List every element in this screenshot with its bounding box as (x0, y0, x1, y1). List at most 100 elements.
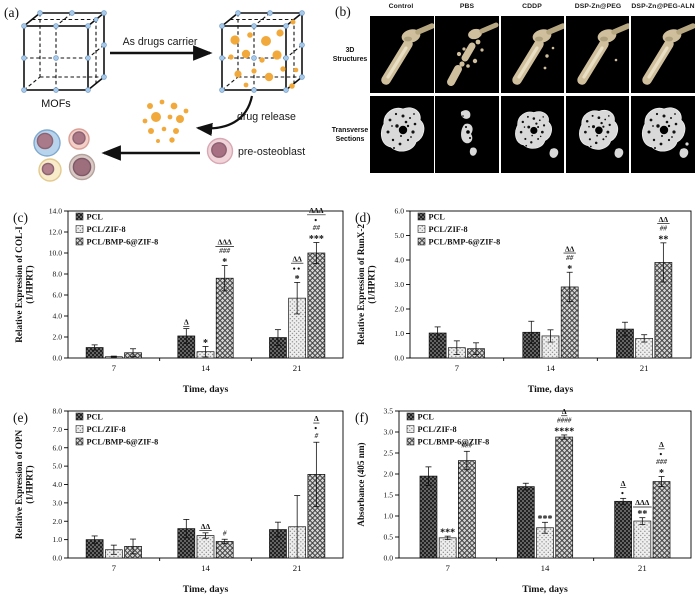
bar-PCL/BMP-6@ZIF-8-day21 (652, 481, 671, 559)
svg-text:●: ● (659, 452, 664, 458)
svg-text:3.0: 3.0 (395, 280, 405, 289)
svg-text:7: 7 (112, 563, 117, 573)
legend-label-PCL/BMP-6@ZIF-8: PCL/BMP-6@ZIF-8 (429, 238, 501, 247)
svg-text:ΔΔΔ: ΔΔΔ (309, 206, 323, 215)
svg-text:Absorbance (405 nm): Absorbance (405 nm) (356, 442, 366, 526)
svg-text:4.0: 4.0 (53, 312, 63, 321)
svg-text:12.0: 12.0 (49, 228, 62, 237)
svg-text:*: * (203, 338, 208, 349)
legend-marker-PCL/ZIF-8 (406, 425, 415, 433)
chart-opn-expression: (e) 0.0 1.0 2.0 3.0 4.0 5.0 6.0 7.0 8.0 ΔΔ # Δ ● #7 14 2… (10, 398, 352, 598)
svg-text:8.0: 8.0 (53, 407, 63, 416)
svg-text:21: 21 (293, 363, 302, 373)
svg-text:Time, days: Time, days (522, 584, 568, 595)
svg-text:##: ## (659, 224, 668, 232)
chart-col1-expression: (c) 0.0 2.0 4.0 6.0 8.0 10.0 12.0 14.0 Δ * ΔΔ ●● * ΔΔΔ… (10, 198, 352, 401)
legend-marker-PCL (406, 412, 415, 421)
svg-text:14: 14 (541, 563, 550, 573)
svg-text:0.0: 0.0 (384, 554, 394, 563)
svg-text:2.0: 2.0 (53, 333, 63, 342)
svg-text:21: 21 (293, 563, 302, 573)
legend-marker-PCL/BMP-6@ZIF-8 (417, 237, 426, 246)
svg-text:Time, days: Time, days (528, 384, 574, 395)
bar-PCL/ZIF-8-day21 (633, 520, 652, 559)
svg-text:*: * (659, 468, 664, 479)
svg-text:(1/HPRT): (1/HPRT) (367, 265, 377, 303)
svg-text:(c): (c) (13, 210, 28, 225)
as-drugs-carrier-label: As drugs carrier (123, 36, 198, 48)
legend-label-PCL/BMP-6@ZIF-8: PCL/BMP-6@ZIF-8 (87, 438, 159, 447)
svg-text:14: 14 (201, 363, 210, 373)
legend-label-PCL/ZIF-8: PCL/ZIF-8 (418, 425, 457, 434)
tile-section-3 (565, 96, 630, 173)
legend-label-PCL: PCL (87, 413, 104, 422)
legend-label-PCL/BMP-6@ZIF-8: PCL/BMP-6@ZIF-8 (87, 238, 159, 247)
svg-text:(d): (d) (355, 210, 371, 225)
svg-text:2.0: 2.0 (53, 517, 63, 526)
svg-text:Time, days: Time, days (183, 384, 229, 395)
chart-svg-c: (c) 0.0 2.0 4.0 6.0 8.0 10.0 12.0 14.0 Δ * ΔΔ ●● * ΔΔΔ… (13, 206, 344, 395)
svg-text:2.5: 2.5 (384, 449, 394, 458)
svg-text:4.0: 4.0 (53, 480, 63, 489)
svg-text:ΔΔ: ΔΔ (292, 254, 302, 263)
svg-text:14: 14 (201, 563, 210, 573)
tile-3d-0 (370, 16, 434, 93)
tile-3d-1 (435, 16, 499, 93)
svg-text:###: ### (460, 441, 472, 449)
pre-osteoblast-cell (206, 137, 234, 165)
bar-PCL/BMP-6@ZIF-8-day7 (458, 460, 476, 559)
chart-svg-f: (f)0.00.51.01.52.02.53.03.5Δ●******ΔΔΔ**… (355, 407, 692, 595)
svg-text:Relative Expression of OPN: Relative Expression of OPN (14, 429, 24, 539)
legend-marker-PCL (75, 212, 84, 221)
svg-text:####: #### (556, 416, 572, 424)
panel-b-microct: (b) Control PBS CDDP DSP-Zn@PEG DSP-Zn@P… (330, 0, 700, 196)
tile-section-2 (500, 96, 565, 173)
legend-marker-PCL (75, 412, 84, 421)
svg-text:3.5: 3.5 (384, 407, 394, 416)
svg-text:*: * (222, 257, 227, 268)
svg-text:Relative Expression of COL-I: Relative Expression of COL-I (14, 226, 24, 343)
mof-cube-empty (23, 12, 105, 91)
legend-label-PCL: PCL (87, 213, 104, 222)
svg-text:1.0: 1.0 (395, 329, 405, 338)
chart-svg-e: (e)0.01.02.03.04.05.06.07.08.0ΔΔ#Δ●#7 14 2… (13, 407, 344, 595)
mof-cube-loaded-nodes (219, 10, 305, 93)
legend-label-PCL/ZIF-8: PCL/ZIF-8 (429, 225, 468, 234)
svg-text:2.0: 2.0 (395, 305, 405, 314)
legend-label-PCL: PCL (429, 213, 446, 222)
svg-text:Relative Expression of RunX-2: Relative Expression of RunX-2 (356, 224, 366, 345)
svg-text:#: # (222, 529, 227, 537)
bar-PCL/ZIF-8-day14 (196, 535, 215, 559)
drug-release-label: drug release (237, 111, 296, 123)
svg-text:3.0: 3.0 (384, 428, 394, 437)
svg-text:2.0: 2.0 (384, 470, 394, 479)
column-header-control: Control (388, 3, 414, 10)
svg-text:###: ### (218, 247, 230, 255)
svg-text:7.0: 7.0 (53, 425, 63, 434)
svg-text:5.0: 5.0 (395, 231, 405, 240)
legend-marker-PCL/BMP-6@ZIF-8 (75, 237, 84, 246)
tile-3d-4 (631, 16, 695, 93)
svg-text:***: *** (440, 528, 455, 539)
svg-text:●: ● (314, 426, 319, 432)
svg-text:Δ: Δ (562, 407, 567, 416)
svg-text:ΔΔΔ: ΔΔΔ (635, 498, 649, 507)
column-header-dsp-zn-peg: DSP-Zn@PEG (574, 3, 622, 10)
bar-PCL/ZIF-8-day7 (438, 537, 457, 559)
svg-text:****: **** (554, 426, 574, 437)
svg-text:6.0: 6.0 (53, 443, 63, 452)
svg-text:6.0: 6.0 (395, 207, 405, 216)
svg-text:(e): (e) (13, 410, 28, 425)
svg-text:###: ### (655, 458, 667, 466)
svg-text:7: 7 (445, 563, 450, 573)
svg-text:Time, days: Time, days (183, 584, 229, 595)
svg-text:6.0: 6.0 (53, 291, 63, 300)
svg-text:●●: ●● (293, 266, 302, 272)
svg-text:5.0: 5.0 (53, 462, 63, 471)
svg-text:**: ** (637, 509, 647, 520)
legend-marker-PCL (417, 212, 426, 221)
legend-marker-PCL/ZIF-8 (417, 225, 426, 233)
drug-release-arrow (195, 95, 254, 136)
tile-section-0 (370, 96, 434, 173)
column-header-dsp-zn-peg-aln: DSP-Zn@PEG-ALN (631, 3, 695, 10)
